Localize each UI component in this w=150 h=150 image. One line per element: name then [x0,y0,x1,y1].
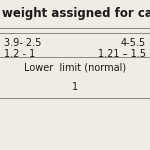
Text: Lower  limit (normal): Lower limit (normal) [24,62,126,72]
Text: weight assigned for calcula: weight assigned for calcula [2,7,150,20]
Text: 3.9- 2.5: 3.9- 2.5 [4,38,41,48]
Text: 1.21 – 1.5: 1.21 – 1.5 [98,49,146,59]
Text: 1: 1 [72,82,78,92]
Text: 4-5.5: 4-5.5 [121,38,146,48]
Text: 1.2 - 1: 1.2 - 1 [4,49,35,59]
